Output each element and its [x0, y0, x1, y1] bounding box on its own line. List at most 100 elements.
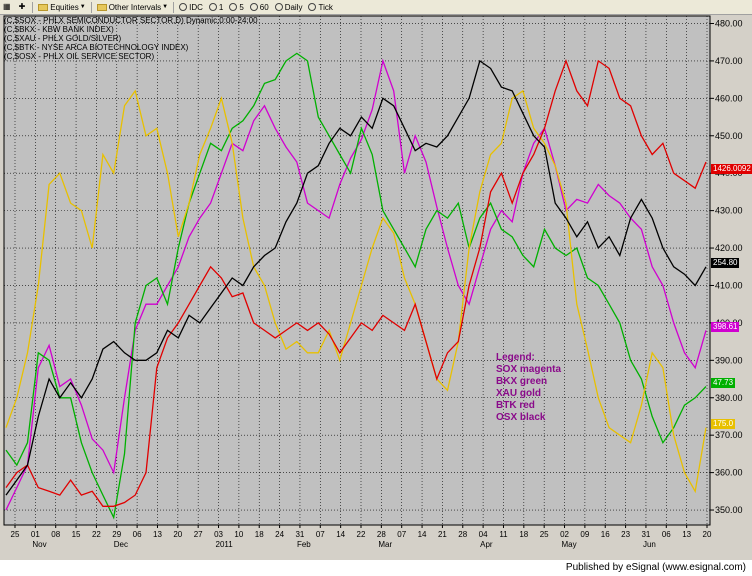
x-tick-label: 18 [255, 530, 264, 539]
other-intervals-button[interactable]: Other Intervals ▼ [94, 1, 171, 14]
chevron-down-icon: ▼ [162, 4, 169, 10]
clock-icon [249, 3, 258, 11]
x-tick-label: 21 [438, 530, 447, 539]
x-tick-label: 08 [51, 530, 60, 539]
series-line [5, 89, 707, 494]
y-tick-label: 390.00 [715, 355, 743, 365]
price-tag: 1426.0092 [711, 164, 752, 175]
x-tick-label: 23 [621, 530, 630, 539]
x-tick-label: 14 [336, 530, 345, 539]
x-tick-label: 29 [112, 530, 121, 539]
interval-1-button[interactable]: 1 [206, 1, 226, 14]
footer: Published by eSignal (www.esignal.com) [0, 560, 752, 576]
legend-line-osx: (C,$OSX - PHLX OIL SERVICE SECTOR) [4, 52, 155, 61]
x-axis: 25 01 08 15 22 29 06 13 20 27 03 10 18 24 31 07 14 22 28 07… [11, 525, 712, 549]
equities-label: Equities [50, 2, 79, 12]
x-tick-label: 25 [540, 530, 549, 539]
x-tick-label: 28 [377, 530, 386, 539]
price-tag: 254.80 [711, 258, 740, 268]
legend-note-item: OSX black [496, 412, 546, 423]
price-tag: 47.73 [711, 377, 736, 388]
chart-icon: ▦ [3, 2, 11, 11]
x-tick-label: 07 [316, 530, 325, 539]
equities-menu-button[interactable]: Equities ▼ [35, 1, 88, 14]
x-tick-label: 16 [601, 530, 610, 539]
plus-icon: ✚ [18, 2, 26, 11]
legend-line-sox: (C,$SOX - PHLX SEMICONDUCTOR SECTOR,D) D… [4, 16, 258, 25]
toolbar-divider [173, 1, 175, 13]
grid [4, 16, 710, 525]
interval-60-button[interactable]: 60 [247, 1, 272, 14]
footer-text: Published by eSignal (www.esignal.com) [565, 562, 746, 573]
month-label: Dec [114, 540, 128, 549]
other-intervals-label: Other Intervals [108, 2, 162, 12]
x-tick-label: 28 [458, 530, 467, 539]
month-label: 2011 [216, 540, 234, 549]
month-label: Feb [297, 540, 311, 549]
y-tick-label: 420.00 [715, 243, 743, 253]
clock-icon [179, 3, 188, 11]
x-tick-label: 27 [194, 530, 203, 539]
legend-line-bkx: (C,$BKX - KBW BANK INDEX) [4, 25, 114, 34]
x-tick-label: 18 [519, 530, 528, 539]
y-tick-label: 450.00 [715, 131, 743, 141]
month-label: Apr [480, 540, 493, 549]
legend-line-btk: (C,$BTK - NYSE ARCA BIOTECHNOLOGY INDEX) [4, 43, 189, 52]
x-tick-label: 25 [11, 530, 20, 539]
legend-note-item: BKX green [496, 376, 548, 387]
interval-60-label: 60 [259, 2, 269, 12]
y-tick-label: 410.00 [715, 280, 743, 290]
x-tick-label: 20 [703, 530, 712, 539]
x-tick-label: 09 [580, 530, 589, 539]
y-tick-label: 370.00 [715, 430, 743, 440]
legend-note-item: SOX magenta [496, 364, 562, 375]
x-tick-label: 31 [641, 530, 650, 539]
month-label: Nov [32, 540, 46, 549]
legend-note-item: XAU gold [496, 388, 541, 399]
legend-line-xau: (C,$XAU - PHLX GOLD/SILVER) [4, 34, 122, 43]
zoom-in-button[interactable]: ✚ [16, 1, 31, 14]
interval-1-label: 1 [218, 2, 224, 12]
clock-icon [274, 3, 283, 11]
x-tick-label: 02 [560, 530, 569, 539]
x-tick-label: 13 [153, 530, 162, 539]
plot-area [3, 15, 711, 526]
x-tick-label: 07 [397, 530, 406, 539]
month-label: Mar [378, 540, 392, 549]
clock-icon [308, 3, 317, 11]
folder-icon [38, 3, 49, 11]
toolbar: ▦ ✚ Equities ▼ Other Intervals ▼ IDC 1 5 6… [0, 0, 752, 15]
x-tick-label: 01 [31, 530, 40, 539]
interval-5-button[interactable]: 5 [226, 1, 246, 14]
month-label: Jun [643, 540, 656, 549]
series-line [5, 59, 707, 496]
month-label: May [562, 540, 577, 549]
x-tick-label: 15 [72, 530, 81, 539]
tick-button[interactable]: Tick [305, 1, 335, 14]
price-tag: 398.61 [711, 321, 740, 332]
daily-label: Daily [284, 2, 303, 12]
x-tick-label: 11 [499, 530, 508, 539]
x-tick-label: 14 [418, 530, 427, 539]
x-tick-label: 06 [133, 530, 142, 539]
idc-button[interactable]: IDC [176, 1, 206, 14]
chevron-down-icon: ▼ [79, 4, 86, 10]
price-tag: 175.0 [711, 418, 736, 429]
idc-label: IDC [189, 2, 203, 12]
x-tick-label: 31 [295, 530, 304, 539]
folder-icon [96, 3, 107, 11]
y-tick-label: 460.00 [715, 93, 743, 103]
series-group [5, 52, 707, 520]
chart-toggle-button[interactable]: ▦ [0, 1, 16, 14]
tick-label: Tick [318, 2, 333, 12]
y-tick-label: 470.00 [715, 56, 743, 66]
y-tick-label: 360.00 [715, 468, 743, 478]
series-line [5, 58, 707, 507]
price-chart[interactable]: 350.00360.00370.00380.00390.00400.00410.… [0, 15, 752, 560]
y-tick-label: 350.00 [715, 505, 743, 515]
x-tick-label: 22 [92, 530, 101, 539]
x-tick-label: 03 [214, 530, 223, 539]
legend-note: Legend: SOX magenta BKX green XAU gold B… [496, 352, 561, 424]
y-tick-label: 480.00 [715, 18, 743, 28]
daily-button[interactable]: Daily [272, 1, 306, 14]
